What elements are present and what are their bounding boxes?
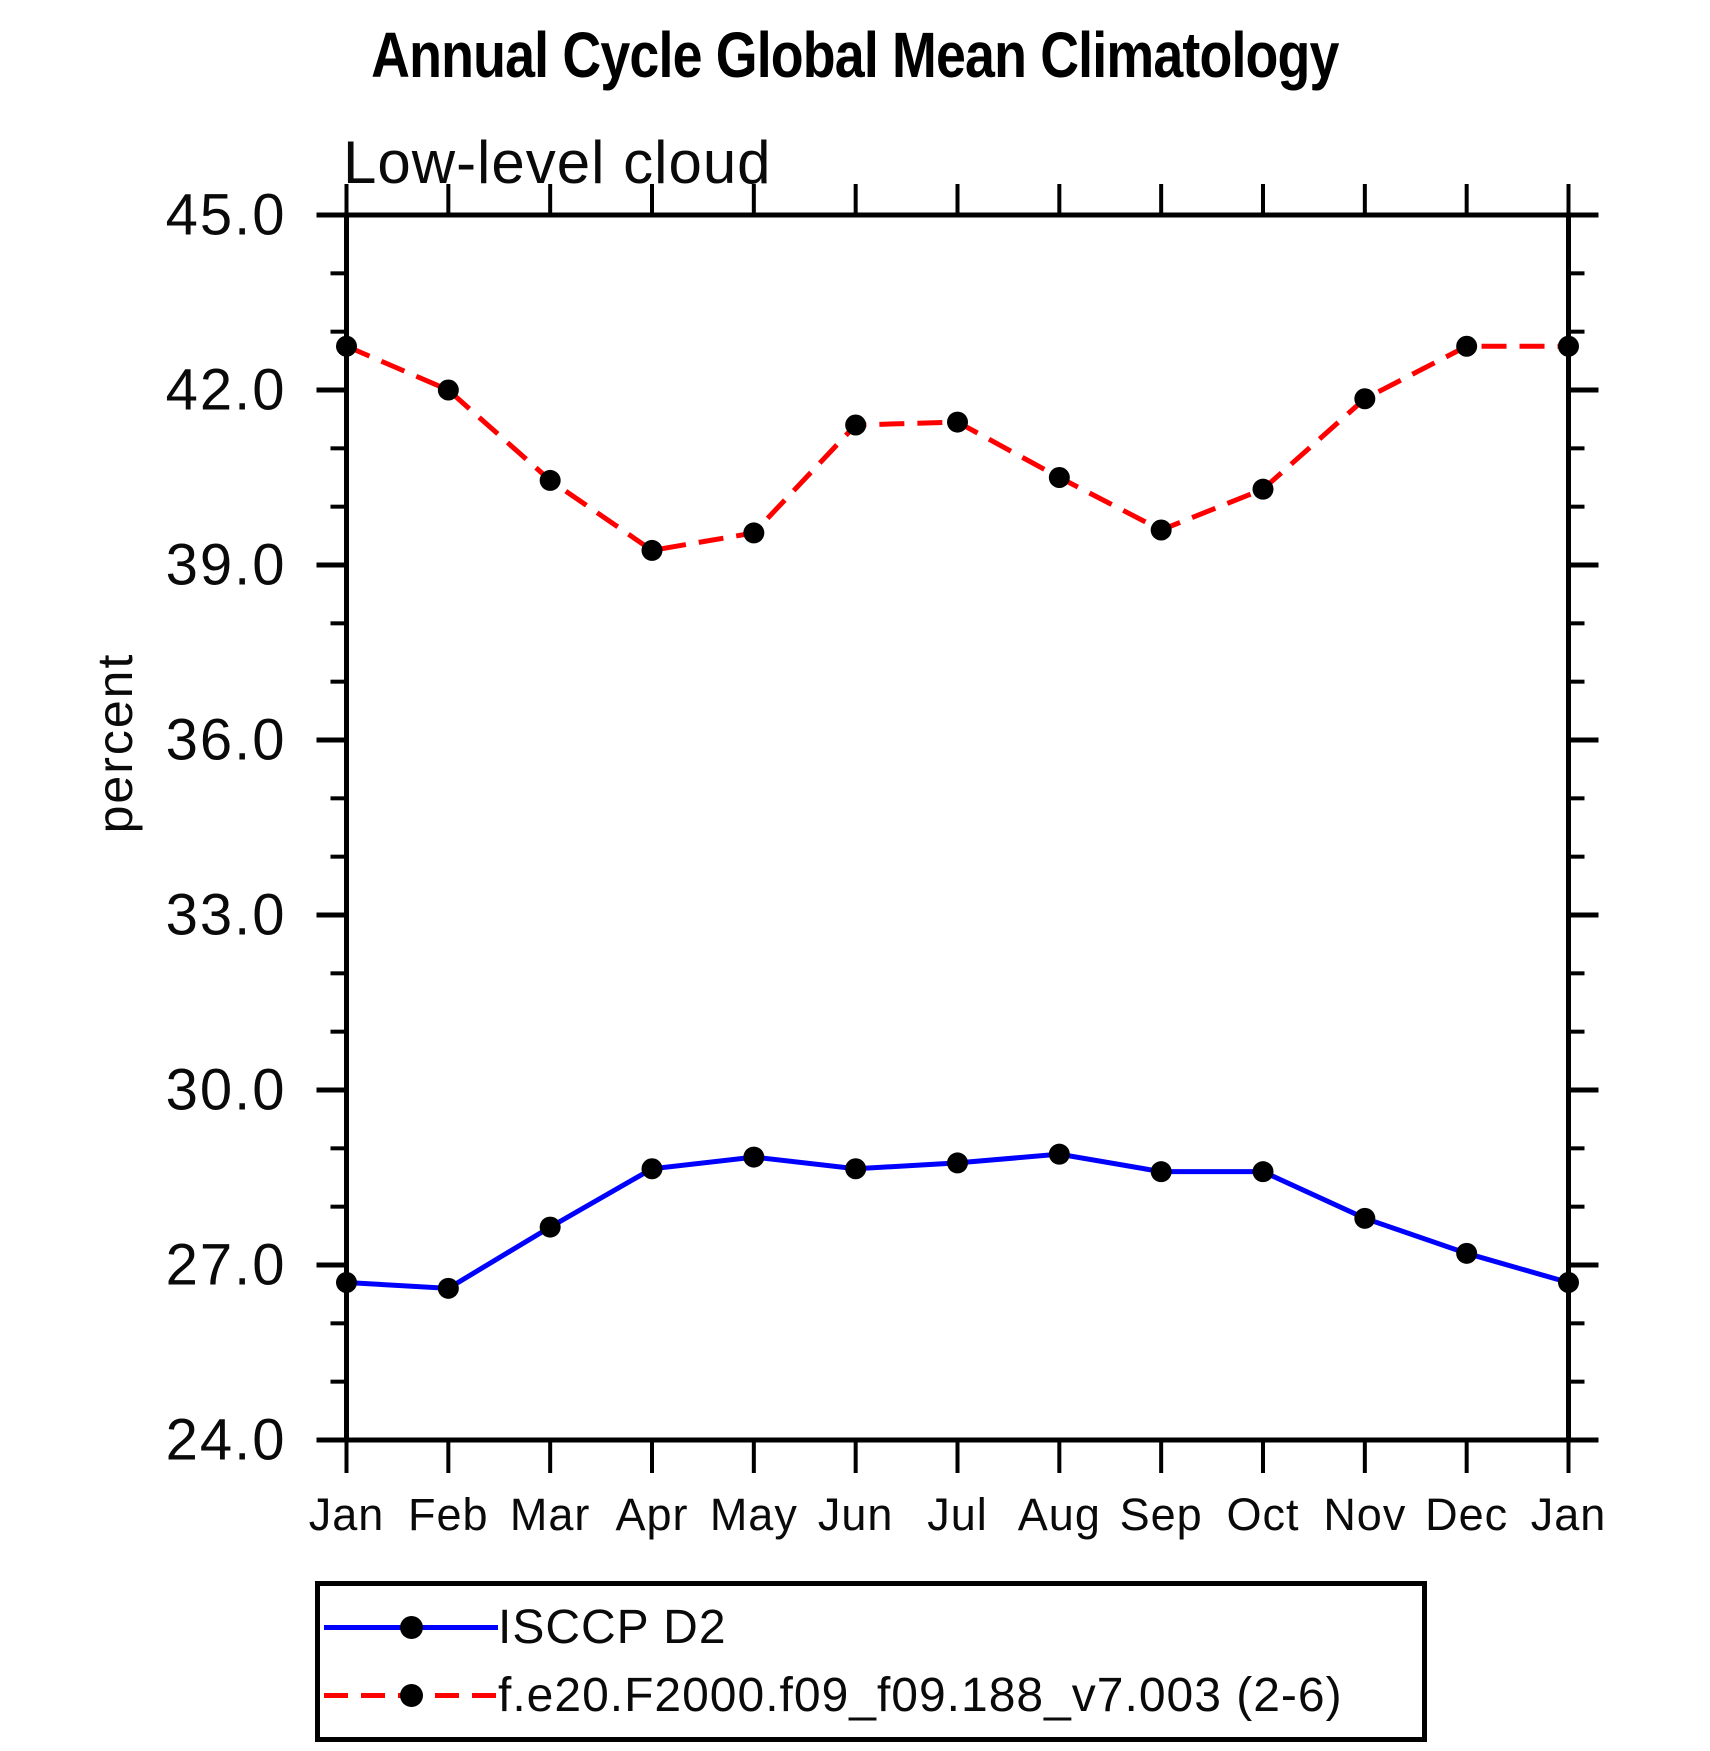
series-line-0 (346, 1151, 1570, 1291)
data-point-marker (947, 411, 968, 433)
data-point-marker (1354, 388, 1376, 410)
chart-title: Annual Cycle Global Mean Climatology (0, 18, 1710, 92)
data-point-marker (1150, 519, 1172, 541)
data-point-marker (437, 379, 459, 401)
legend-entry-model: f.e20.F2000.f09_f09.188_v7.003 (2-6) (324, 1668, 1422, 1723)
data-point-marker (641, 1158, 663, 1180)
legend-entry-isccp-d2: ISCCP D2 (324, 1600, 1422, 1655)
x-tick-label: Aug (1018, 1489, 1101, 1540)
series-line-1 (345, 343, 1569, 554)
data-point-marker (437, 1277, 459, 1299)
data-point-marker (336, 335, 357, 357)
data-point-marker (641, 539, 663, 561)
data-point-marker (539, 1216, 561, 1238)
y-tick-label: 33.0 (166, 883, 287, 948)
x-tick-label: Jun (818, 1489, 894, 1540)
data-point-marker (845, 1158, 867, 1180)
data-point-marker (336, 1272, 357, 1293)
data-point-marker (947, 1152, 968, 1174)
data-point-marker (1252, 478, 1274, 500)
legend-line-sample-blue (324, 1615, 498, 1639)
y-tick-label: 39.0 (166, 533, 287, 598)
marker-dot-icon (399, 1615, 423, 1639)
x-tick-label: Oct (1226, 1489, 1299, 1540)
legend-label: f.e20.F2000.f09_f09.188_v7.003 (2-6) (498, 1669, 1343, 1723)
data-point-marker (845, 414, 867, 436)
y-tick-label: 45.0 (166, 183, 287, 248)
y-tick-label: 27.0 (166, 1233, 287, 1298)
x-tick-label: Apr (615, 1489, 688, 1540)
legend-label: ISCCP D2 (498, 1600, 727, 1654)
data-point-marker (1558, 1272, 1579, 1293)
x-tick-label: Nov (1323, 1489, 1406, 1540)
x-tick-label: Feb (408, 1489, 489, 1540)
x-tick-label: Mar (510, 1489, 591, 1540)
legend-box: ISCCP D2 f.e20.F2000.f09_f09.188_v7.003 … (315, 1581, 1427, 1742)
data-point-marker (1558, 335, 1579, 357)
chart-title-text: Annual Cycle Global Mean Climatology (371, 19, 1339, 91)
x-tick-label: Jan (309, 1489, 385, 1540)
y-tick-label: 42.0 (166, 358, 287, 423)
y-tick-label: 24.0 (166, 1408, 287, 1473)
data-point-marker (539, 469, 561, 491)
x-tick-label: May (710, 1489, 798, 1540)
data-point-marker (743, 522, 765, 544)
legend-line-sample-red (324, 1684, 498, 1708)
y-tick-label: 36.0 (166, 708, 287, 773)
x-tick-label: Dec (1425, 1489, 1508, 1540)
x-tick-label: Jul (927, 1489, 988, 1540)
y-tick-label: 30.0 (166, 1058, 287, 1123)
data-point-marker (1456, 335, 1478, 357)
data-point-marker (1150, 1161, 1172, 1183)
x-tick-label: Jan (1531, 1489, 1607, 1540)
data-point-marker (743, 1146, 765, 1168)
data-point-marker (1252, 1161, 1274, 1183)
data-point-marker (1048, 1143, 1070, 1165)
chart-subtitle: Low-level cloud (343, 129, 772, 196)
data-point-marker (1048, 467, 1070, 488)
marker-dot-icon (399, 1684, 423, 1708)
plot-box (344, 212, 1571, 1443)
data-point-marker (1354, 1207, 1376, 1229)
x-tick-label: Sep (1120, 1489, 1203, 1540)
data-point-marker (1456, 1242, 1478, 1264)
